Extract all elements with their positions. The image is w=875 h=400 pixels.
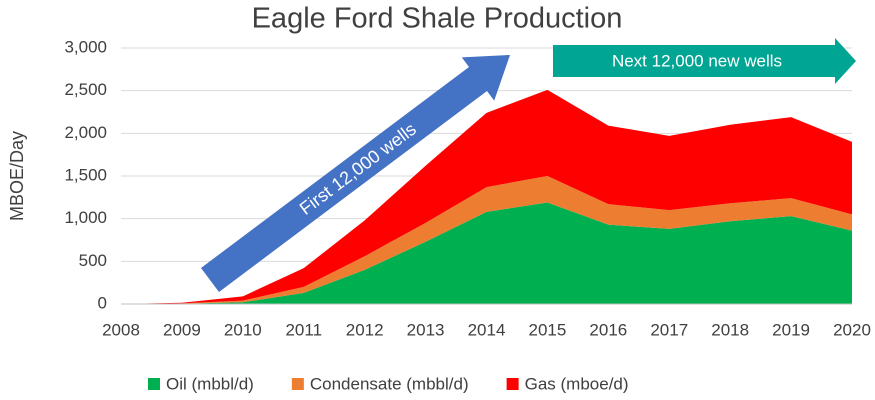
x-tick-label: 2013	[407, 320, 445, 339]
area	[121, 202, 852, 304]
y-tick-label: 500	[79, 251, 107, 270]
y-tick-label: 2,500	[64, 80, 107, 99]
legend: Oil (mbbl/d) Condensate (mbbl/d) Gas (mboe…	[148, 374, 629, 393]
annotation-text: Next 12,000 new wells	[612, 51, 782, 70]
x-tick-label: 2009	[163, 320, 201, 339]
legend-label: Condensate (mbbl/d)	[310, 374, 469, 393]
x-tick-label: 2017	[650, 320, 688, 339]
legend-label: Gas (mboe/d)	[525, 374, 629, 393]
chart-title: Eagle Ford Shale Production	[252, 3, 623, 35]
y-tick-label: 2,000	[64, 123, 107, 142]
y-tick-label: 3,000	[64, 37, 107, 56]
x-tick-label: 2010	[224, 320, 262, 339]
x-tick-label: 2015	[529, 320, 567, 339]
area	[121, 176, 852, 304]
y-tick-label: 1,500	[64, 165, 107, 184]
x-tick-label: 2018	[711, 320, 749, 339]
legend-swatch	[291, 378, 304, 390]
x-tick-label: 2011	[285, 320, 322, 339]
x-tick-label: 2014	[468, 320, 506, 339]
plot-area: 0 500 1,000 1,500 2,000 2,500 3,000 2008 2009 201…	[64, 37, 870, 339]
legend-swatch	[148, 378, 160, 390]
y-tick-label: 0	[98, 293, 107, 312]
next-wells-arrow	[553, 38, 856, 84]
x-tick-label: 2019	[772, 320, 810, 339]
y-tick-label: 1,000	[64, 208, 107, 227]
legend-swatch	[506, 378, 519, 390]
arrow-shape	[200, 54, 510, 292]
area	[121, 89, 852, 305]
y-axis-label: MBOE/Day	[7, 131, 27, 221]
legend-label: Oil (mbbl/d)	[166, 374, 254, 393]
x-tick-label: 2020	[833, 320, 871, 339]
x-tick-label: 2008	[102, 320, 140, 339]
x-tick-label: 2016	[589, 320, 627, 339]
x-tick-label: 2012	[346, 320, 384, 339]
